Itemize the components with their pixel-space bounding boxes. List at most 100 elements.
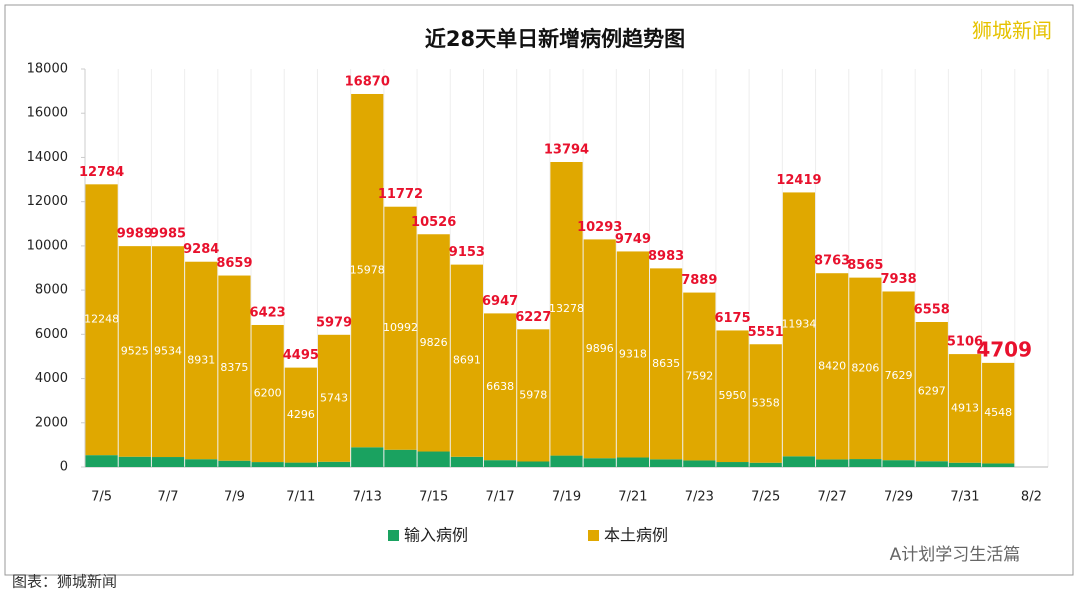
bar-segment <box>517 461 550 467</box>
x-tick-label: 7/27 <box>818 490 847 505</box>
total-label: 6423 <box>250 305 286 320</box>
y-tick-label: 0 <box>60 460 68 475</box>
bar-segment <box>782 192 816 457</box>
bar-segment <box>716 462 749 467</box>
x-tick-label: 7/11 <box>286 490 315 505</box>
bar-segment <box>583 458 616 467</box>
segment-label: 11934 <box>781 317 816 330</box>
x-tick-label: 7/17 <box>485 490 514 505</box>
segment-label: 9534 <box>154 345 182 358</box>
bar-segment <box>982 463 1015 467</box>
x-tick-label: 7/25 <box>751 490 780 505</box>
y-tick-label: 12000 <box>27 194 68 209</box>
bar-segment <box>284 462 317 467</box>
y-tick-label: 18000 <box>27 62 68 77</box>
bar-segment <box>616 251 650 458</box>
legend-swatch <box>588 530 599 541</box>
bar-segment <box>417 234 450 452</box>
total-label: 9989 <box>117 227 153 242</box>
bar-segment <box>982 362 1015 464</box>
total-label: 11772 <box>378 187 423 202</box>
bar-segment <box>816 459 849 467</box>
total-label: 4709 <box>976 337 1032 361</box>
segment-label: 5358 <box>752 396 780 409</box>
segment-label: 9896 <box>586 342 614 355</box>
segment-label: 9318 <box>619 347 647 360</box>
bar-segment <box>384 449 417 467</box>
y-tick-label: 8000 <box>35 283 68 298</box>
bar-segment <box>284 367 317 463</box>
segment-label: 5743 <box>320 391 348 404</box>
chart-title: 近28天单日新增病例趋势图 <box>425 27 685 51</box>
bar-segment <box>716 330 749 463</box>
brand: 狮城新闻 <box>972 19 1052 43</box>
segment-label: 8691 <box>453 354 481 367</box>
bar-segment <box>450 456 483 467</box>
bar-segment <box>948 354 982 463</box>
y-tick-label: 14000 <box>27 150 68 165</box>
x-tick-label: 7/7 <box>158 490 179 505</box>
x-tick-label: 7/23 <box>685 490 714 505</box>
segment-label: 8931 <box>187 353 215 366</box>
total-label: 9284 <box>183 242 219 257</box>
total-label: 6227 <box>515 310 551 325</box>
total-label: 9749 <box>615 232 651 247</box>
segment-label: 4913 <box>951 401 979 414</box>
x-tick-label: 7/31 <box>950 490 979 505</box>
y-tick-label: 2000 <box>35 415 68 430</box>
x-tick-label: 7/15 <box>419 490 448 505</box>
total-label: 9153 <box>449 245 485 260</box>
total-label: 16870 <box>345 74 390 89</box>
legend-swatch <box>388 530 399 541</box>
bar-segment <box>816 273 849 460</box>
bar-segment <box>517 329 550 462</box>
bar-segment <box>849 459 882 467</box>
bar-segment <box>616 457 650 467</box>
bar-segment <box>650 459 683 467</box>
y-tick-label: 10000 <box>27 238 68 253</box>
bar-segment <box>650 268 683 460</box>
bar-segment <box>749 462 782 467</box>
bar-segment <box>450 264 483 457</box>
bar-segment <box>185 459 218 467</box>
total-label: 9985 <box>150 227 186 242</box>
total-label: 6558 <box>914 302 950 317</box>
total-label: 12784 <box>79 165 124 180</box>
bar-segment <box>417 451 450 467</box>
bar-segment <box>218 275 251 461</box>
bar-segment <box>882 460 915 467</box>
total-label: 7938 <box>880 272 916 287</box>
y-tick-label: 6000 <box>35 327 68 342</box>
total-label: 5106 <box>947 335 983 350</box>
bar-segment <box>550 455 583 467</box>
total-label: 8983 <box>648 249 684 264</box>
legend-label: 本土病例 <box>604 526 668 545</box>
segment-label: 8375 <box>220 361 248 374</box>
bar-segment <box>683 292 716 461</box>
total-label: 13794 <box>544 142 589 157</box>
segment-label: 15978 <box>350 264 385 277</box>
segment-label: 4548 <box>984 406 1012 419</box>
legend-label: 输入病例 <box>404 526 468 545</box>
bar-segment <box>85 184 118 456</box>
segment-label: 6200 <box>254 387 282 400</box>
segment-label: 6638 <box>486 380 514 393</box>
segment-label: 6297 <box>918 385 946 398</box>
segment-label: 10992 <box>383 321 418 334</box>
bar-segment <box>550 161 583 456</box>
bar-segment <box>118 246 151 457</box>
bar-segment <box>185 261 218 460</box>
segment-label: 7592 <box>685 369 713 382</box>
y-tick-label: 16000 <box>27 106 68 121</box>
segment-label: 7629 <box>885 369 913 382</box>
bar-segment <box>915 321 948 462</box>
total-label: 6175 <box>714 311 750 326</box>
bar-segment <box>218 460 251 467</box>
total-label: 5551 <box>748 325 784 340</box>
segment-label: 8635 <box>652 357 680 370</box>
bar-segment <box>384 206 417 450</box>
bar-segment <box>583 239 616 459</box>
bar-segment <box>483 460 517 467</box>
total-label: 10293 <box>577 220 622 235</box>
segment-label: 4296 <box>287 408 315 421</box>
